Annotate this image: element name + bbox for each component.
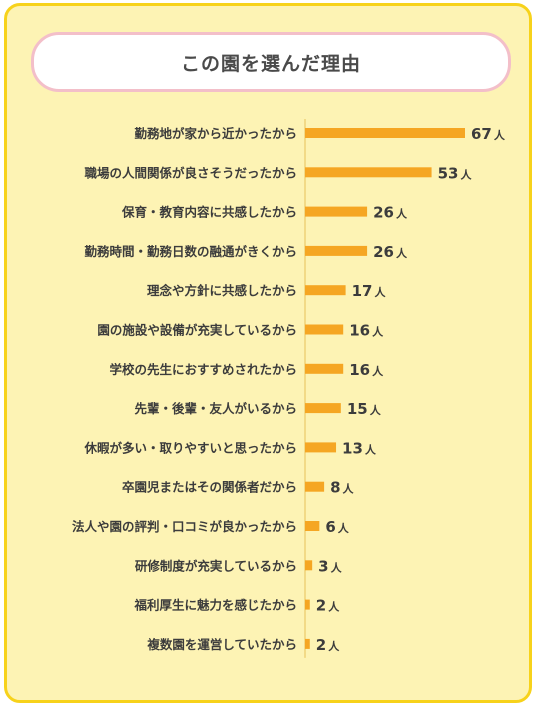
category-label: 研修制度が充実しているから xyxy=(135,558,297,573)
bar xyxy=(305,599,310,610)
value-label: 53 人 xyxy=(438,164,473,182)
category-label: 複数園を運営していたから xyxy=(146,637,297,652)
category-label: 福利厚生に魅力を感じたから xyxy=(133,598,297,613)
bar xyxy=(305,481,325,492)
chart-title: この園を選んだ理由 xyxy=(31,32,511,92)
bar xyxy=(305,324,344,335)
bar xyxy=(305,167,432,178)
chart-card: この園を選んだ理由 xyxy=(4,3,532,703)
value-label: 26 人 xyxy=(373,243,408,261)
value-label: 13 人 xyxy=(342,439,377,457)
value-label: 15 人 xyxy=(347,400,382,418)
value-label: 26 人 xyxy=(373,204,408,222)
category-label: 園の施設や設備が充実しているから xyxy=(97,323,297,338)
bar xyxy=(305,285,346,296)
bar xyxy=(305,403,341,414)
category-label: 学校の先生におすすめされたから xyxy=(109,362,297,377)
bar xyxy=(305,560,313,571)
category-label: 先輩・後輩・友人がいるから xyxy=(134,401,297,416)
bar xyxy=(305,638,310,649)
category-label: 保育・教育内容に共感したから xyxy=(121,205,297,220)
bar xyxy=(305,363,344,374)
bar xyxy=(305,245,368,256)
category-label: 理念や方針に共感したから xyxy=(147,283,297,298)
category-label: 法人や園の評判・口コミが良かったから xyxy=(72,519,297,534)
bar xyxy=(305,206,368,217)
value-label: 67 人 xyxy=(471,125,506,143)
value-label: 16 人 xyxy=(349,322,384,340)
bar xyxy=(305,128,465,138)
category-label: 職場の人間関係が良さそうだったから xyxy=(84,165,297,180)
value-label: 17 人 xyxy=(352,282,387,300)
bar xyxy=(305,521,320,531)
value-label: 16 人 xyxy=(349,361,384,379)
bar xyxy=(305,442,337,453)
category-label: 休暇が多い・取りやすいと思ったから xyxy=(83,440,297,455)
category-label: 卒園児またはその関係者だから xyxy=(122,480,297,495)
category-label: 勤務地が家から近かったから xyxy=(134,126,297,141)
category-label: 勤務時間・勤務日数の融通がきくから xyxy=(84,244,297,259)
